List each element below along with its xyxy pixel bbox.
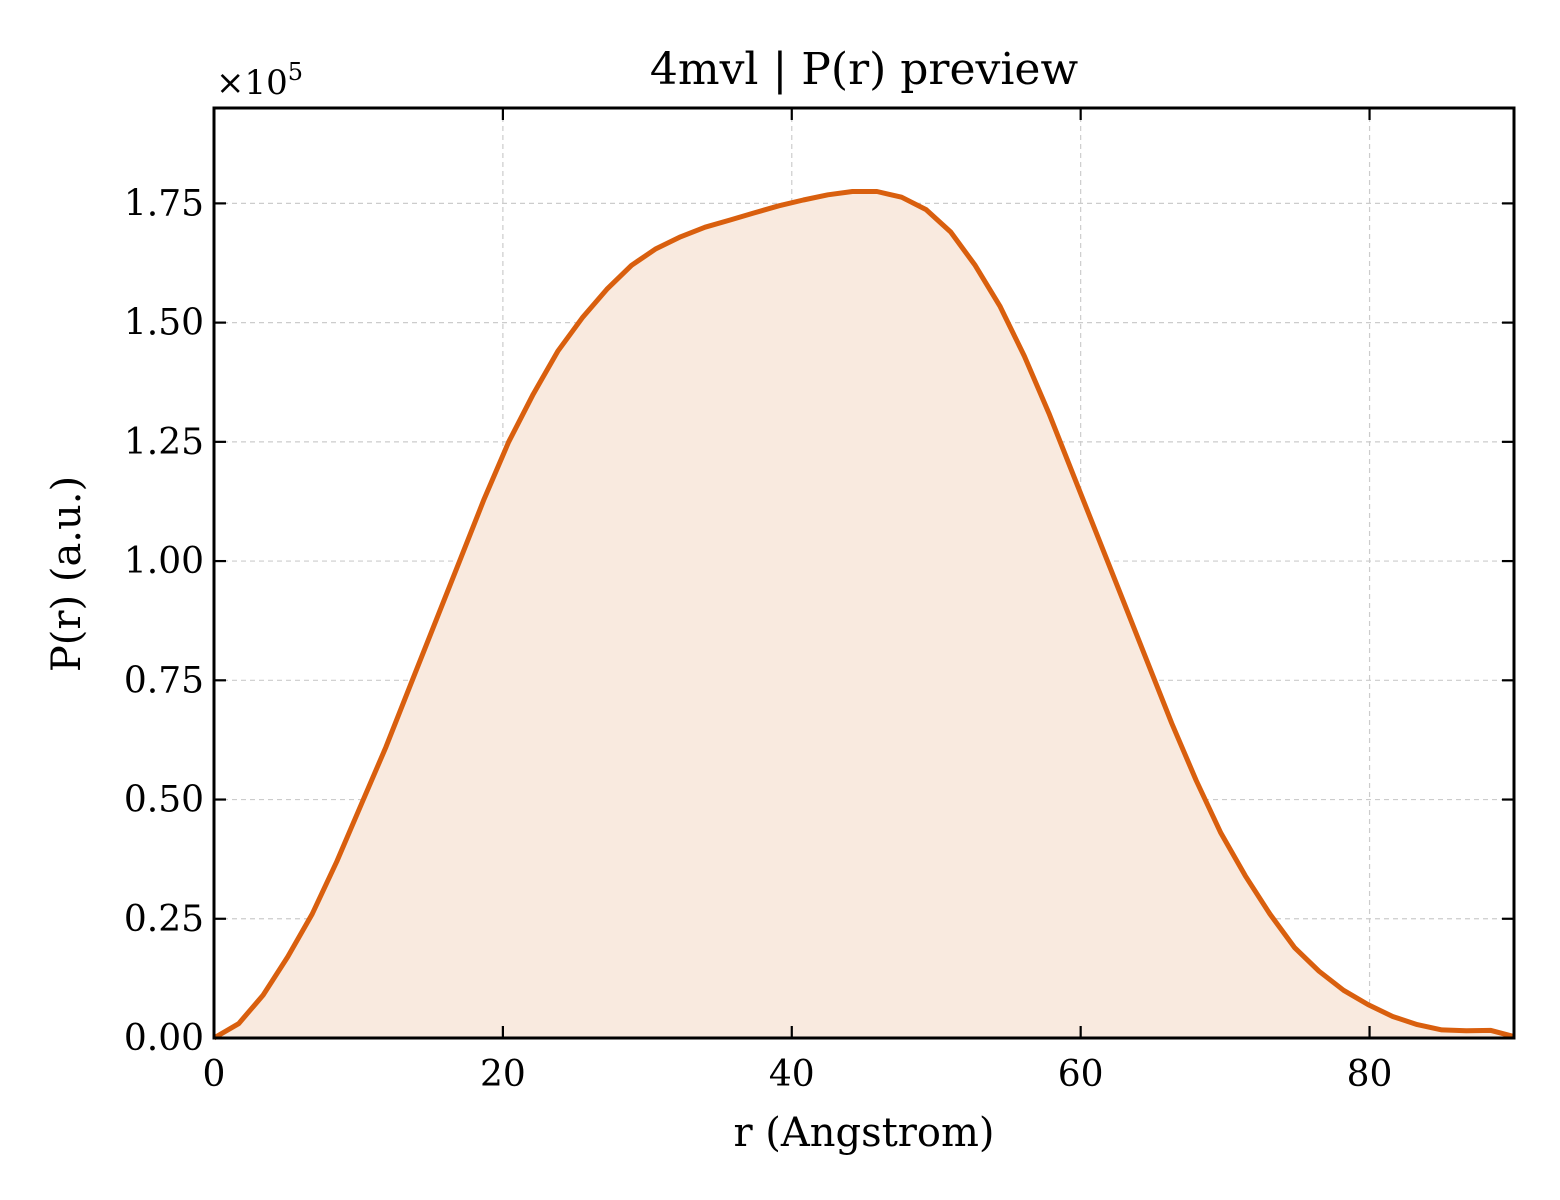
y-offset-multiplier: ×105 bbox=[216, 58, 303, 103]
x-tick-labels: 0 20 40 60 80 bbox=[203, 1054, 1393, 1095]
x-axis-label: r (Angstrom) bbox=[733, 1110, 994, 1156]
y-tick-label: 1.75 bbox=[124, 183, 204, 224]
y-tick-label: 0.00 bbox=[124, 1018, 204, 1059]
x-tick-label: 60 bbox=[1058, 1054, 1104, 1095]
y-tick-label: 1.00 bbox=[124, 541, 204, 582]
pr-series-line bbox=[212, 189, 1515, 1041]
y-offset-exponent: 5 bbox=[288, 58, 303, 86]
chart-title: 4mvl | P(r) preview bbox=[650, 44, 1079, 95]
y-tick-label: 0.50 bbox=[124, 780, 204, 821]
x-tick-label: 80 bbox=[1347, 1054, 1393, 1095]
x-tick-label: 0 bbox=[203, 1054, 226, 1095]
y-axis-label: P(r) (a.u.) bbox=[44, 476, 90, 672]
y-tick-label: 0.25 bbox=[124, 899, 204, 940]
x-tick-label: 40 bbox=[769, 1054, 815, 1095]
plot-frame bbox=[212, 106, 1516, 1040]
y-offset-base: ×10 bbox=[216, 63, 288, 103]
y-tick-label: 0.75 bbox=[124, 660, 204, 701]
y-tick-label: 1.50 bbox=[124, 303, 204, 344]
pr-area-fill bbox=[214, 191, 1514, 1038]
x-tick-label: 20 bbox=[480, 1054, 526, 1095]
y-tick-labels: 0.00 0.25 0.50 0.75 1.00 1.25 1.50 1.75 bbox=[124, 183, 204, 1059]
y-tick-label: 1.25 bbox=[124, 422, 204, 463]
